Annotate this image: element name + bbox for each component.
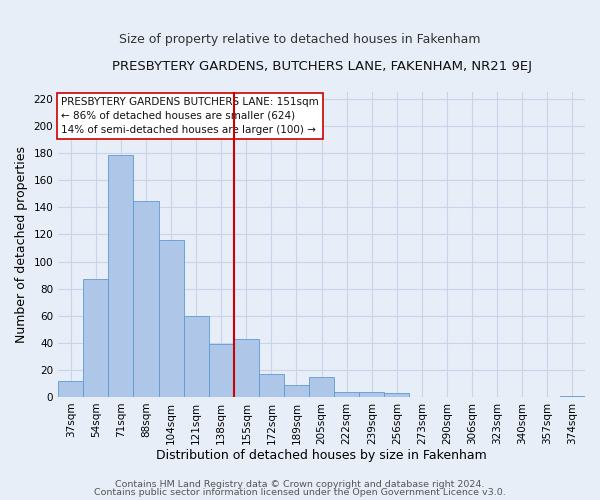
Bar [83,279,109,397]
Bar [560,396,585,397]
Title: PRESBYTERY GARDENS, BUTCHERS LANE, FAKENHAM, NR21 9EJ: PRESBYTERY GARDENS, BUTCHERS LANE, FAKEN… [112,60,532,73]
Bar [58,380,83,397]
Bar [158,240,184,397]
Bar [209,344,234,397]
Bar [385,393,409,397]
Text: Contains public sector information licensed under the Open Government Licence v3: Contains public sector information licen… [94,488,506,497]
Bar [259,374,284,397]
X-axis label: Distribution of detached houses by size in Fakenham: Distribution of detached houses by size … [156,450,487,462]
Text: Size of property relative to detached houses in Fakenham: Size of property relative to detached ho… [119,32,481,46]
Bar [133,200,158,397]
Bar [309,376,334,397]
Bar [109,154,133,397]
Bar [359,392,385,397]
Bar [334,392,359,397]
Bar [234,338,259,397]
Text: Contains HM Land Registry data © Crown copyright and database right 2024.: Contains HM Land Registry data © Crown c… [115,480,485,489]
Bar [184,316,209,397]
Text: PRESBYTERY GARDENS BUTCHERS LANE: 151sqm
← 86% of detached houses are smaller (6: PRESBYTERY GARDENS BUTCHERS LANE: 151sqm… [61,97,319,135]
Y-axis label: Number of detached properties: Number of detached properties [15,146,28,343]
Bar [284,385,309,397]
